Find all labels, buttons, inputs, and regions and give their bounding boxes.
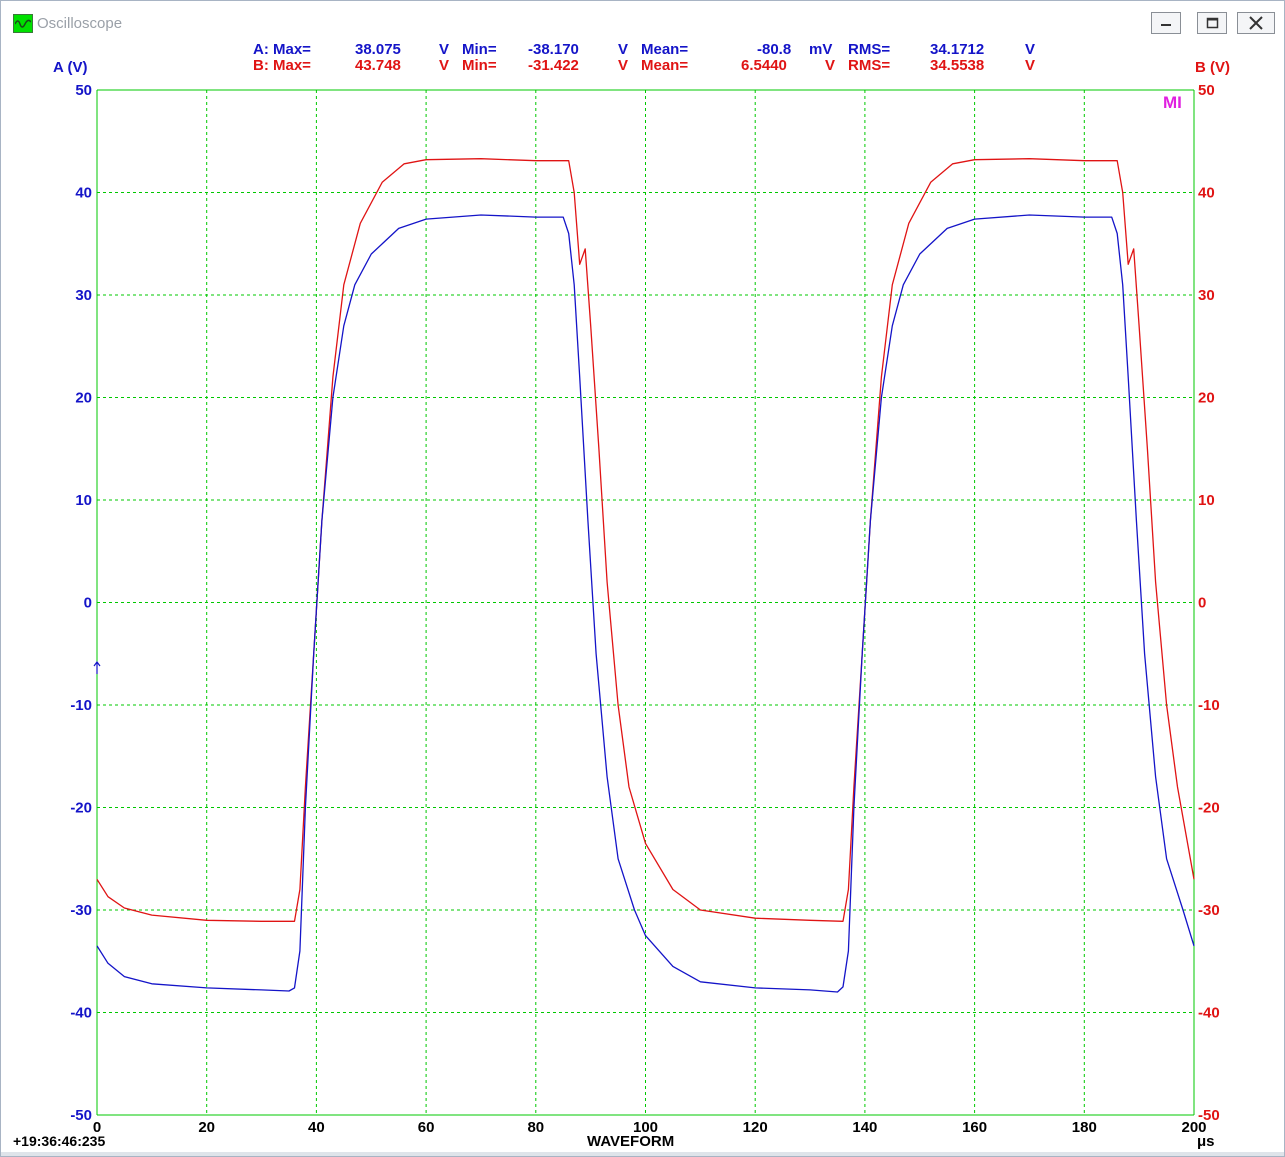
x-tick-label: 80 [527, 1119, 544, 1136]
b-max-value: 43.748 [355, 57, 401, 74]
y-tick-label-right: -10 [1198, 697, 1220, 714]
a-min-label: Min= [462, 41, 497, 58]
oscilloscope-app-icon [13, 14, 33, 33]
trigger-marker-icon[interactable] [93, 661, 101, 674]
a-rms-label: RMS= [848, 41, 891, 58]
b-rms-unit: V [1025, 57, 1036, 74]
b-min-label: Min= [462, 57, 497, 74]
x-tick-label: 140 [852, 1119, 877, 1136]
y-tick-label-right: 30 [1198, 287, 1215, 304]
x-tick-label: 60 [418, 1119, 435, 1136]
timestamp: +19:36:46:235 [13, 1133, 105, 1149]
x-tick-label: 40 [308, 1119, 325, 1136]
y-tick-label-left: 10 [75, 492, 92, 509]
y-tick-label-left: 30 [75, 287, 92, 304]
y-axis-right-label: B (V) [1195, 59, 1230, 76]
grid [96, 89, 1195, 1116]
x-tick-label: 180 [1072, 1119, 1097, 1136]
b-rms-label: RMS= [848, 57, 891, 74]
b-mean-unit: V [825, 57, 836, 74]
series-traces [96, 158, 1195, 993]
a-mean-value: -80.8 [757, 41, 792, 58]
y-tick-label-left: -20 [70, 800, 92, 817]
y-tick-label-left: 40 [75, 185, 92, 202]
y-tick-label-right: -40 [1198, 1005, 1220, 1022]
maximize-icon [1206, 17, 1219, 29]
y-tick-label-right: 0 [1198, 595, 1206, 612]
b-min-value: -31.422 [528, 57, 579, 74]
b-rms-value: 34.5538 [930, 57, 985, 74]
y-tick-label-right: 50 [1198, 82, 1215, 99]
a-max-unit: V [439, 41, 450, 58]
y-tick-label-left: 20 [75, 390, 92, 407]
minimize-icon [1161, 24, 1171, 26]
y-tick-label-right: 40 [1198, 185, 1215, 202]
x-axis-label: WAVEFORM [587, 1133, 674, 1150]
close-button[interactable] [1237, 12, 1275, 34]
x-tick-label: 200 [1181, 1119, 1206, 1136]
y-tick-label-left: -50 [70, 1107, 92, 1124]
maximize-button[interactable] [1197, 12, 1227, 34]
window-frame-bottom [1, 1152, 1284, 1156]
x-tick-label: 0 [93, 1119, 101, 1136]
a-max-label: A: Max= [253, 41, 311, 58]
b-mean-value: 6.5440 [741, 57, 787, 74]
x-tick-label: 20 [198, 1119, 215, 1136]
y-tick-label-right: -30 [1198, 902, 1220, 919]
b-mean-label: Mean= [641, 57, 689, 74]
y-tick-label-left: 50 [75, 82, 92, 99]
a-min-unit: V [618, 41, 629, 58]
x-tick-label: 160 [962, 1119, 987, 1136]
y-tick-label-right: -50 [1198, 1107, 1220, 1124]
a-rms-unit: V [1025, 41, 1036, 58]
y-tick-label-right: 20 [1198, 390, 1215, 407]
y-tick-label-left: -10 [70, 697, 92, 714]
window-title: Oscilloscope [37, 15, 123, 32]
title-bar[interactable]: Oscilloscope [1, 1, 1284, 39]
a-mean-unit: mV [809, 41, 833, 58]
y-tick-label-left: 0 [84, 595, 92, 612]
y-tick-label-left: -30 [70, 902, 92, 919]
b-max-unit: V [439, 57, 450, 74]
y-tick-label-right: 10 [1198, 492, 1215, 509]
series-a-trace [96, 214, 1195, 993]
a-rms-value: 34.1712 [930, 41, 985, 58]
close-icon [1249, 16, 1263, 30]
a-max-value: 38.075 [355, 41, 401, 58]
x-axis-unit: μs [1197, 1133, 1215, 1150]
x-tick-label: 120 [743, 1119, 768, 1136]
y-axis-left-label: A (V) [53, 59, 87, 76]
b-min-unit: V [618, 57, 629, 74]
b-max-label: B: Max= [253, 57, 311, 74]
minimize-button[interactable] [1151, 12, 1181, 34]
x-tick-label: 100 [633, 1119, 658, 1136]
y-tick-label-right: -20 [1198, 800, 1220, 817]
y-tick-label-left: -40 [70, 1005, 92, 1022]
a-mean-label: Mean= [641, 41, 689, 58]
a-min-value: -38.170 [528, 41, 579, 58]
marker-label: MI [1163, 93, 1182, 112]
